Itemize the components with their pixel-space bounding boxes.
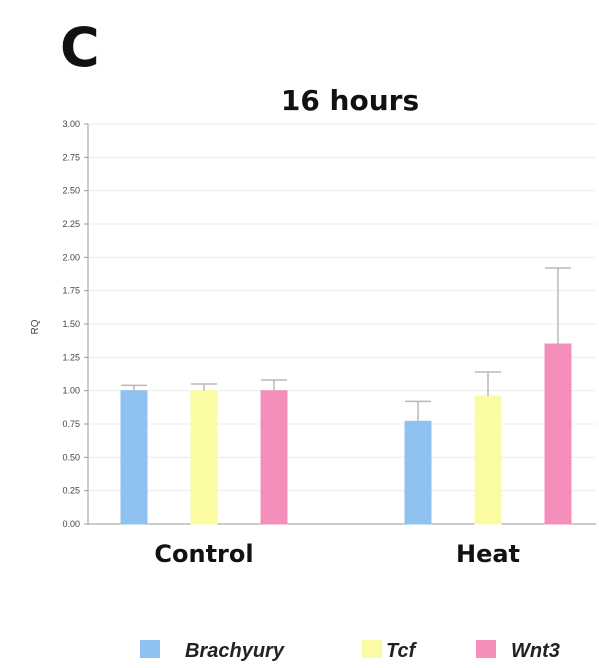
y-tick-label: 1.50 (62, 319, 80, 329)
category-labels: Control Heat (154, 540, 520, 568)
y-tick-label: 2.75 (62, 152, 80, 162)
legend-item-tcf: Tcf (362, 640, 418, 662)
legend-swatch (362, 640, 382, 658)
y-tick-label: 1.75 (62, 286, 80, 296)
y-tick-label: 2.00 (62, 252, 80, 262)
bar-wnt3-heat (544, 343, 572, 525)
y-tick-label: 0.75 (62, 419, 80, 429)
error-bar-brachyury-heat (405, 400, 431, 422)
category-label-heat: Heat (456, 540, 520, 568)
gridlines (88, 123, 596, 525)
bar-brachyury-control (120, 390, 148, 525)
y-tick-label: 1.25 (62, 352, 80, 362)
chart-title: 16 hours (281, 84, 419, 117)
error-bar-brachyury-control (121, 384, 147, 391)
bar-brachyury-heat (404, 420, 432, 525)
legend-item-brachyury: Brachyury (140, 640, 285, 662)
y-tick-label: 2.25 (62, 219, 80, 229)
bar-tcf-heat (474, 395, 502, 525)
error-bar-wnt3-heat (545, 267, 571, 344)
legend: Brachyury Tcf Wnt3 (140, 640, 560, 662)
bar-wnt3-control (260, 390, 288, 525)
y-tick-label: 2.50 (62, 186, 80, 196)
error-bar-tcf-control (191, 383, 217, 391)
error-bar-wnt3-control (261, 379, 287, 391)
y-tick-label: 0.00 (62, 519, 80, 529)
bar-tcf-control (190, 390, 218, 525)
legend-swatch (476, 640, 496, 658)
legend-swatch (140, 640, 160, 658)
y-tick-label: 0.50 (62, 452, 80, 462)
error-bar-tcf-heat (475, 371, 501, 396)
panel-label: C (60, 16, 100, 79)
y-axis-label: RQ (30, 319, 41, 334)
axes (84, 123, 596, 525)
y-tick-label: 0.25 (62, 486, 80, 496)
legend-label: Tcf (386, 640, 418, 662)
bars (120, 343, 572, 525)
legend-item-wnt3: Wnt3 (476, 640, 560, 662)
y-tick-label: 3.00 (62, 119, 80, 129)
legend-label: Brachyury (185, 640, 285, 662)
error-bars (121, 267, 571, 422)
category-label-control: Control (154, 540, 253, 568)
y-tick-labels: 0.00 0.25 0.50 0.75 1.00 1.25 1.50 1.75 2.00 2.25… (62, 119, 80, 529)
y-tick-label: 1.00 (62, 386, 80, 396)
legend-label: Wnt3 (511, 640, 560, 662)
